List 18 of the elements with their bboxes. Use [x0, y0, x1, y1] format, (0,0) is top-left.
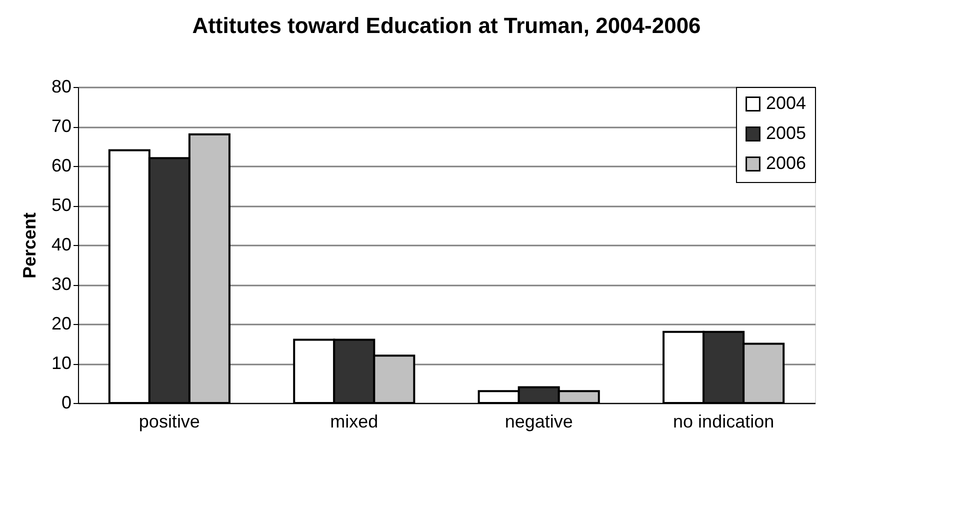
y-axis-title: Percent — [19, 212, 40, 279]
x-tick-label: negative — [504, 412, 573, 432]
x-tick-label: positive — [138, 412, 200, 432]
y-tick-label: 70 — [51, 116, 72, 136]
legend-label: 2004 — [766, 93, 806, 113]
chart-title: Attitutes toward Education at Truman, 2004-2006 — [192, 13, 701, 38]
y-tick-label: 60 — [51, 156, 72, 176]
y-tick-label: 40 — [51, 234, 72, 254]
legend-label: 2005 — [766, 123, 806, 143]
x-tick-label: no indication — [673, 412, 774, 432]
y-tick-label: 80 — [51, 76, 72, 96]
y-tick-label: 0 — [61, 392, 72, 412]
x-tick-label: mixed — [330, 412, 378, 432]
y-tick-label: 20 — [51, 314, 72, 334]
y-tick-label: 30 — [51, 274, 72, 294]
y-tick-label: 10 — [51, 353, 72, 373]
legend-label: 2006 — [766, 153, 806, 173]
y-tick-label: 50 — [51, 195, 72, 215]
